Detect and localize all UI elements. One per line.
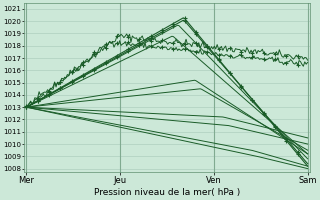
X-axis label: Pression niveau de la mer( hPa ): Pression niveau de la mer( hPa ) [94, 188, 240, 197]
